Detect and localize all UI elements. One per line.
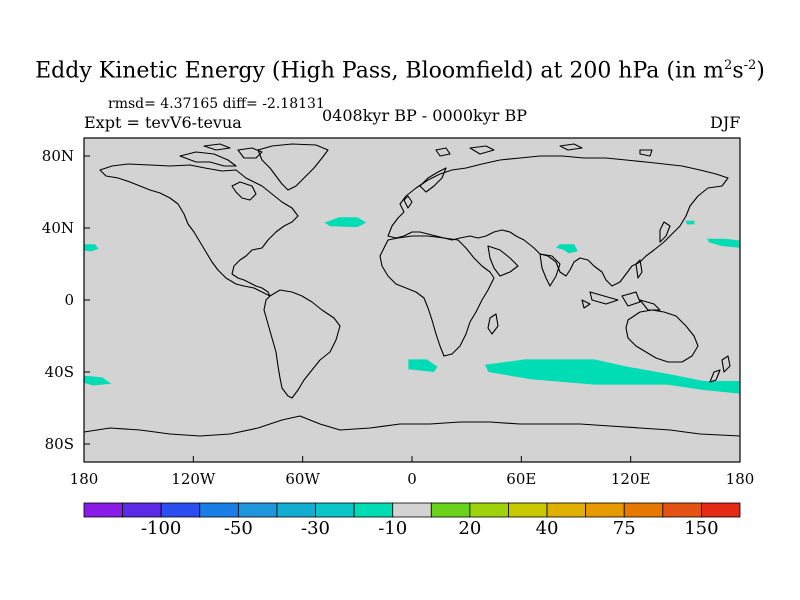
period-label: 0408kyr BP - 0000kyr BP — [322, 106, 527, 125]
coast-scandinavia — [419, 167, 447, 193]
lon-label: 180 — [725, 470, 755, 488]
coast-indonesia — [581, 291, 661, 311]
lon-label: 120W — [171, 470, 216, 488]
anomaly-layer — [84, 217, 740, 394]
coast-australia — [625, 309, 699, 363]
anomaly-region-north-atlantic — [324, 217, 367, 228]
coast-greenland — [257, 143, 329, 191]
lon-label: 120E — [610, 470, 651, 488]
plot-title: Eddy Kinetic Energy (High Pass, Bloomfie… — [35, 58, 765, 84]
colorbar-box — [701, 502, 741, 518]
coast-india — [539, 253, 561, 287]
colorbar-label: -50 — [223, 518, 253, 539]
lat-label: 0 — [64, 291, 74, 309]
anomaly-region-north-pacific-east — [707, 238, 740, 248]
coast-south-america — [263, 289, 341, 399]
anomaly-region-southern-indian-ocean — [484, 359, 740, 394]
lat-label: 40N — [41, 219, 74, 237]
colorbar-label: 20 — [458, 518, 482, 539]
anomaly-region-northwest-pacific — [685, 220, 695, 225]
lon-label: 180 — [69, 470, 99, 488]
colorbar-box — [237, 502, 278, 518]
coast-new-zealand — [709, 355, 731, 383]
lon-label: 0 — [407, 470, 417, 488]
colorbar-label: 40 — [535, 518, 559, 539]
colorbar-box — [199, 502, 239, 518]
stats-label: rmsd= 4.37165 diff= -2.18131 — [108, 96, 325, 112]
colorbar-box — [469, 502, 509, 518]
colorbar-label: -10 — [378, 518, 408, 539]
colorbar-box — [276, 502, 316, 518]
colorbar-box — [122, 502, 162, 518]
lat-label: 80N — [41, 147, 74, 165]
colorbar-box — [83, 502, 123, 518]
colorbar-box — [353, 502, 394, 518]
coastlines — [83, 143, 741, 437]
lat-label: 80S — [44, 435, 74, 453]
colorbar-box — [546, 502, 587, 518]
coast-japan — [659, 221, 671, 243]
colorbar-boxes — [83, 502, 741, 518]
colorbar-box — [585, 502, 625, 518]
colorbar-box — [623, 502, 664, 518]
colorbar-label: 150 — [684, 518, 719, 539]
colorbar-label: -30 — [301, 518, 331, 539]
colorbar-box — [430, 502, 471, 518]
colorbar-label: -100 — [140, 518, 182, 539]
lat-label: 40S — [44, 363, 74, 381]
anomaly-region-east-pacific — [84, 244, 99, 252]
coast-arabia — [487, 245, 519, 277]
coast-britain — [403, 195, 413, 209]
coast-north-america — [99, 163, 299, 297]
experiment-label: Expt = tevV6-tevua — [84, 113, 242, 132]
anomaly-region-south-atlantic — [408, 359, 438, 372]
anomaly-region-china-band — [556, 244, 578, 254]
colorbar-label: 75 — [612, 518, 636, 539]
anomaly-region-southeast-pacific — [84, 375, 112, 386]
coast-africa — [379, 235, 495, 357]
map-background — [84, 138, 740, 462]
lon-label: 60W — [285, 470, 320, 488]
coast-madagascar — [487, 313, 499, 335]
axis-ticks — [83, 155, 741, 462]
coast-arctic-islands — [435, 143, 653, 157]
colorbar-box — [662, 502, 702, 518]
colorbar-box — [392, 502, 432, 518]
lon-label: 60E — [506, 470, 537, 488]
coast-philippines — [635, 259, 643, 279]
colorbar-box — [315, 502, 355, 518]
colorbar-box — [508, 502, 548, 518]
coast-antarctica — [83, 415, 741, 437]
coast-canadian-islands — [179, 143, 263, 167]
season-label: DJF — [710, 113, 741, 132]
coast-hudson-bay — [231, 181, 257, 201]
colorbar-box — [160, 502, 201, 518]
